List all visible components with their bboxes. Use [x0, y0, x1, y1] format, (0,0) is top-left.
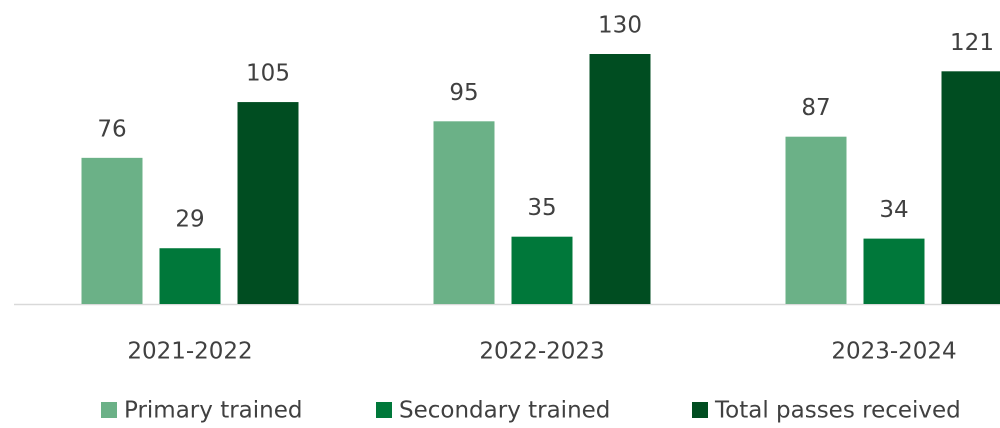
x-tick-label: 2022-2023 [479, 339, 604, 365]
legend-label: Primary trained [124, 398, 302, 424]
bar [237, 102, 299, 304]
data-label: 76 [97, 116, 126, 142]
data-label: 34 [879, 197, 908, 223]
legend-label: Total passes received [714, 398, 961, 424]
x-tick-label: 2021-2022 [127, 339, 252, 365]
legend-swatch [101, 402, 117, 418]
bar [785, 136, 847, 304]
x-tick-label: 2023-2024 [831, 339, 956, 365]
bar [159, 248, 221, 304]
bar [589, 54, 651, 304]
data-label: 105 [246, 61, 290, 87]
bar [863, 238, 925, 304]
data-label: 130 [598, 13, 642, 39]
bar [941, 71, 1000, 304]
legend-label: Secondary trained [399, 398, 610, 424]
data-label: 29 [175, 207, 204, 233]
legend-swatch [376, 402, 392, 418]
data-label: 121 [950, 30, 994, 56]
legend-swatch [692, 402, 708, 418]
data-label: 35 [527, 195, 556, 221]
data-label: 95 [449, 80, 478, 106]
data-label: 87 [801, 95, 830, 121]
bar [433, 121, 495, 304]
bar [511, 236, 573, 304]
bar [81, 157, 143, 304]
